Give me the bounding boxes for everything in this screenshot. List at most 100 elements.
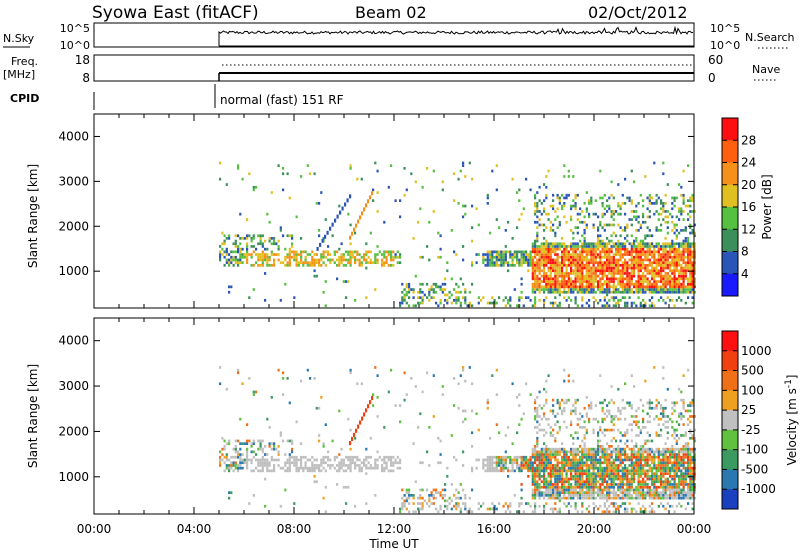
scatter-cell [500, 253, 503, 256]
scatter-cell [588, 299, 591, 302]
scatter-cell [651, 450, 654, 454]
scatter-cell [612, 272, 615, 275]
scatter-cell [615, 472, 618, 475]
scatter-cell [624, 269, 627, 273]
scatter-cell [691, 229, 694, 232]
scatter-cell [639, 253, 642, 256]
scatter-cell [585, 480, 588, 484]
scatter-cell [588, 504, 591, 508]
scatter-cell [639, 488, 642, 492]
scatter-cell [583, 485, 586, 489]
scatter-cell [635, 282, 638, 286]
scatter-cell [320, 458, 323, 462]
scatter-cell [464, 212, 467, 216]
scatter-cell [264, 247, 267, 251]
scatter-cell [385, 250, 388, 254]
scatter-cell [664, 491, 667, 494]
scatter-cell [563, 204, 566, 208]
scatter-cell [311, 255, 314, 259]
scatter-cell [689, 274, 692, 278]
scatter-cell [660, 202, 663, 205]
scatter-cell [657, 247, 660, 251]
scatter-cell [653, 483, 656, 486]
scatter-cell [234, 455, 237, 459]
scatter-cell [597, 301, 600, 305]
scatter-cell [687, 404, 690, 407]
scatter-cell [590, 401, 593, 405]
scatter-cell [684, 237, 687, 240]
scatter-cell [563, 258, 566, 262]
scatter-cell [619, 458, 622, 462]
scatter-cell [419, 296, 422, 299]
scatter-cell [444, 494, 447, 497]
scatter-cell [574, 502, 577, 505]
scatter-cell [594, 491, 597, 494]
scatter-cell [601, 247, 604, 251]
scatter-cell [689, 264, 692, 267]
scatter-cell [536, 436, 539, 440]
scatter-cell [644, 277, 647, 281]
scatter-cell [538, 491, 541, 494]
scatter-cell [511, 258, 514, 262]
scatter-cell [639, 242, 642, 246]
scatter-cell [653, 494, 656, 497]
scatter-cell [594, 496, 597, 500]
scatter-cell [277, 258, 280, 262]
scatter-cell [448, 296, 451, 299]
scatter-cell [660, 453, 663, 456]
scatter-cell [257, 469, 260, 473]
scatter-cell [522, 250, 525, 254]
scatter-cell [664, 469, 667, 473]
scatter-cell [306, 466, 309, 470]
scatter-cell [286, 255, 289, 259]
scatter-cell [313, 464, 316, 467]
scatter-cell [601, 204, 604, 208]
scatter-cell [232, 461, 235, 465]
scatter-cell [264, 258, 267, 262]
scatter-cell [313, 269, 316, 273]
scatter-cell [234, 447, 237, 451]
scatter-cell [660, 450, 663, 454]
scatter-cell [615, 491, 618, 494]
scatter-cell [435, 496, 438, 500]
scatter-cell [619, 417, 622, 421]
scatter-cell [651, 255, 654, 259]
scatter-cell [608, 277, 611, 281]
scatter-cell [225, 455, 228, 459]
scatter-cell [630, 439, 633, 443]
scatter-cell [504, 464, 507, 467]
scatter-cell [563, 491, 566, 494]
scatter-cell [642, 453, 645, 456]
scatter-cell [266, 255, 269, 259]
scatter-cell [678, 447, 681, 451]
scatter-cell [556, 510, 559, 514]
scatter-cell [552, 204, 555, 208]
scatter-cell [651, 466, 654, 470]
scatter-cell [594, 245, 597, 248]
scatter-cell [225, 442, 228, 445]
scatter-cell [486, 301, 489, 305]
scatter-cell [655, 280, 658, 283]
scatter-cell [673, 231, 676, 235]
scatter-cell [687, 282, 690, 286]
scatter-cell [538, 461, 541, 465]
scatter-cell [534, 406, 537, 410]
scatter-cell [291, 237, 294, 240]
scatter-cell [657, 272, 660, 275]
scatter-cell [511, 442, 514, 445]
scatter-cell [642, 483, 645, 486]
scatter-cell [574, 261, 577, 264]
scatter-cell [394, 255, 397, 259]
scatter-cell [558, 301, 561, 305]
scatter-cell [630, 461, 633, 465]
scatter-cell [646, 196, 649, 200]
scatter-cell [498, 461, 501, 465]
scatter-cell [581, 455, 584, 459]
scatter-cell [574, 472, 577, 475]
scatter-cell [628, 485, 631, 489]
scatter-cell [592, 274, 595, 278]
scatter-cell [567, 458, 570, 462]
scatter-cell [491, 502, 494, 505]
scatter-cell [529, 255, 532, 259]
scatter-cell [504, 461, 507, 465]
